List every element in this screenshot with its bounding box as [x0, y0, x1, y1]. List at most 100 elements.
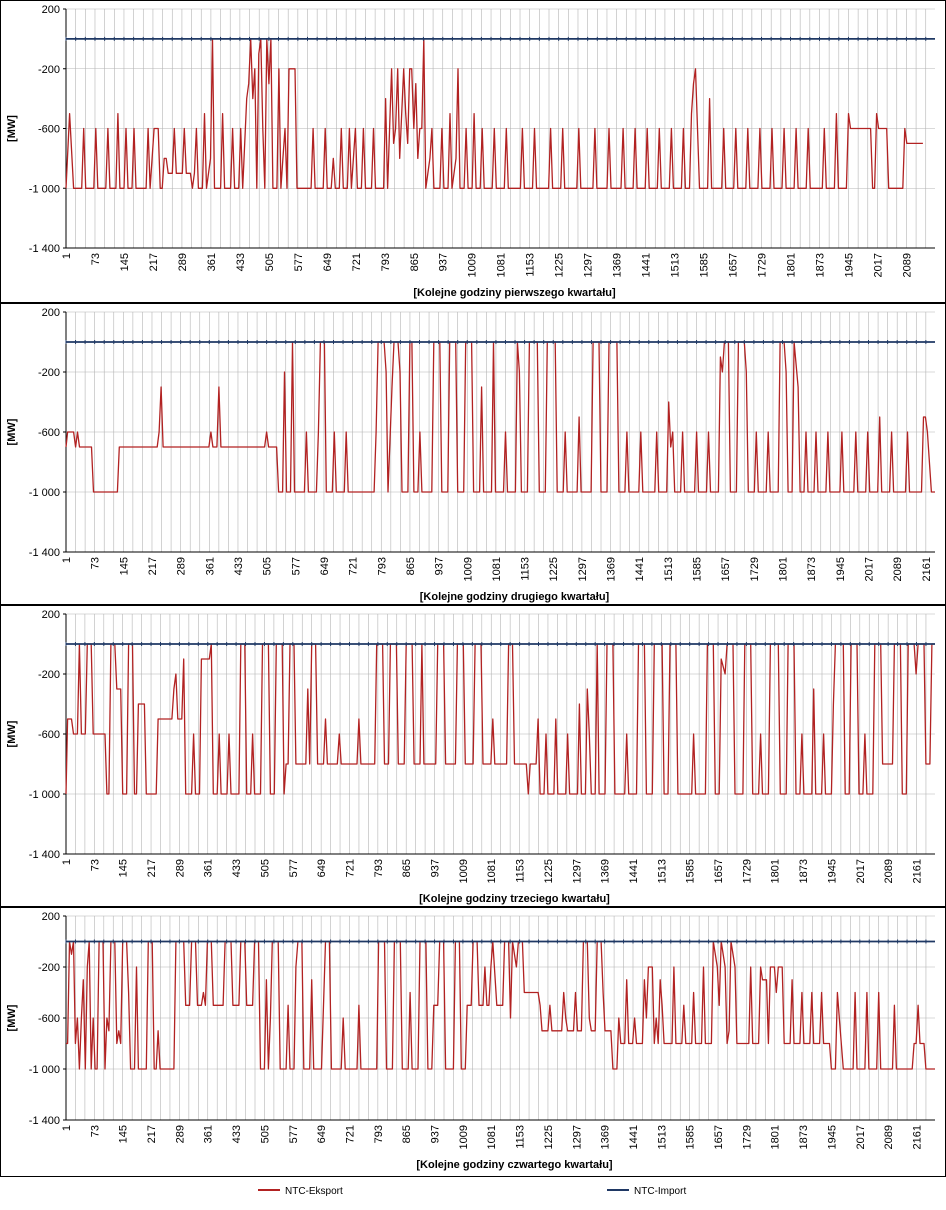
y-tick-label: 200: [42, 4, 60, 16]
x-tick-label: 1513: [656, 859, 668, 883]
x-tick-label: 865: [409, 253, 421, 271]
y-tick-label: -1 400: [29, 1115, 60, 1127]
y-tick-label: -600: [38, 124, 60, 136]
x-tick-label: 1441: [628, 1125, 640, 1149]
x-tick-label: 1441: [641, 253, 653, 277]
x-tick-label: 1153: [525, 253, 537, 277]
x-tick-label: 1873: [806, 557, 818, 581]
x-tick-label: 1513: [663, 557, 675, 581]
x-tick-label: 2089: [883, 1125, 895, 1149]
x-tick-label: 1: [61, 1125, 73, 1131]
x-tick-label: 721: [344, 1125, 356, 1143]
y-axis-title: [MW]: [6, 720, 18, 747]
x-tick-label: 73: [90, 557, 102, 569]
x-tick-label: 73: [89, 859, 101, 871]
x-tick-label: 577: [288, 859, 300, 877]
x-tick-label: 721: [344, 859, 356, 877]
x-axis-title: [Kolejne godziny pierwszego kwartału]: [413, 287, 616, 299]
x-tick-label: 1801: [770, 1125, 782, 1149]
x-tick-label: 2017: [864, 557, 876, 581]
x-tick-label: 1081: [491, 557, 503, 581]
legend: NTC-Eksport NTC-Import: [258, 1186, 686, 1197]
x-tick-label: 289: [174, 859, 186, 877]
x-tick-label: 2089: [883, 859, 895, 883]
x-tick-label: 1657: [713, 1125, 725, 1149]
x-tick-label: 1945: [843, 253, 855, 277]
x-tick-label: 217: [146, 1125, 158, 1143]
y-tick-label: -200: [38, 962, 60, 974]
x-tick-label: 73: [89, 1125, 101, 1137]
x-tick-label: 1081: [496, 253, 508, 277]
x-axis-title: [Kolejne godziny trzeciego kwartału]: [419, 893, 610, 905]
x-tick-label: 289: [177, 253, 189, 271]
x-tick-label: 361: [203, 1125, 215, 1143]
series-line-ntc-eksport: [65, 38, 923, 189]
x-tick-label: 1009: [458, 1125, 470, 1149]
x-tick-label: 361: [206, 253, 218, 271]
x-tick-label: 505: [262, 557, 274, 575]
x-tick-label: 1801: [778, 557, 790, 581]
x-tick-label: 1585: [685, 1125, 697, 1149]
y-tick-label: -600: [38, 427, 60, 439]
x-tick-label: 1441: [634, 557, 646, 581]
x-tick-label: 1873: [798, 1125, 810, 1149]
y-tick-label: -200: [38, 367, 60, 379]
x-tick-label: 289: [176, 557, 188, 575]
x-tick-label: 649: [319, 557, 331, 575]
x-tick-label: 577: [288, 1125, 300, 1143]
x-tick-label: 721: [348, 557, 360, 575]
x-tick-label: 505: [259, 1125, 271, 1143]
x-tick-label: 361: [203, 859, 215, 877]
x-tick-label: 721: [351, 253, 363, 271]
x-tick-label: 793: [373, 1125, 385, 1143]
x-tick-label: 649: [316, 1125, 328, 1143]
y-axis-title: [MW]: [6, 1004, 18, 1031]
x-tick-label: 865: [401, 1125, 413, 1143]
x-tick-label: 2161: [921, 557, 933, 581]
x-tick-label: 1: [61, 557, 73, 563]
x-tick-label: 505: [259, 859, 271, 877]
x-tick-label: 1297: [583, 253, 595, 277]
x-tick-label: 649: [322, 253, 334, 271]
y-tick-label: -1 400: [29, 243, 60, 255]
x-tick-label: 1801: [786, 253, 798, 277]
gridlines: [66, 613, 935, 855]
x-tick-label: 649: [316, 859, 328, 877]
y-tick-label: -1 000: [29, 789, 60, 801]
x-tick-label: 217: [148, 253, 160, 271]
y-tick-label: -600: [38, 1013, 60, 1025]
x-tick-label: 793: [380, 253, 392, 271]
x-tick-label: 1369: [606, 557, 618, 581]
x-tick-label: 793: [373, 859, 385, 877]
x-tick-label: 1585: [692, 557, 704, 581]
y-tick-label: 200: [42, 307, 60, 319]
x-tick-label: 1369: [600, 859, 612, 883]
x-tick-label: 1297: [571, 1125, 583, 1149]
x-tick-label: 1513: [656, 1125, 668, 1149]
y-axis-title: [MW]: [6, 115, 18, 142]
x-tick-label: 865: [405, 557, 417, 575]
x-tick-label: 1225: [548, 557, 560, 581]
x-tick-label: 2017: [855, 1125, 867, 1149]
x-tick-label: 1369: [600, 1125, 612, 1149]
x-tick-label: 1009: [458, 859, 470, 883]
y-tick-label: -1 400: [29, 547, 60, 559]
x-tick-label: 1369: [612, 253, 624, 277]
y-tick-label: -1 000: [29, 183, 60, 195]
x-tick-label: 1585: [685, 859, 697, 883]
x-tick-label: 1297: [577, 557, 589, 581]
x-axis-title: [Kolejne godziny drugiego kwartału]: [420, 591, 610, 603]
y-tick-label: -1 000: [29, 487, 60, 499]
x-tick-label: 2089: [892, 557, 904, 581]
x-tick-label: 1513: [670, 253, 682, 277]
x-tick-label: 1153: [515, 859, 527, 883]
x-tick-label: 865: [401, 859, 413, 877]
x-tick-label: 145: [119, 253, 131, 271]
x-axis-title: [Kolejne godziny czwartego kwartału]: [416, 1159, 613, 1171]
series-line-ntc-eksport: [65, 341, 935, 493]
series-line-ntc-eksport: [66, 940, 935, 1070]
x-tick-label: 1081: [486, 1125, 498, 1149]
